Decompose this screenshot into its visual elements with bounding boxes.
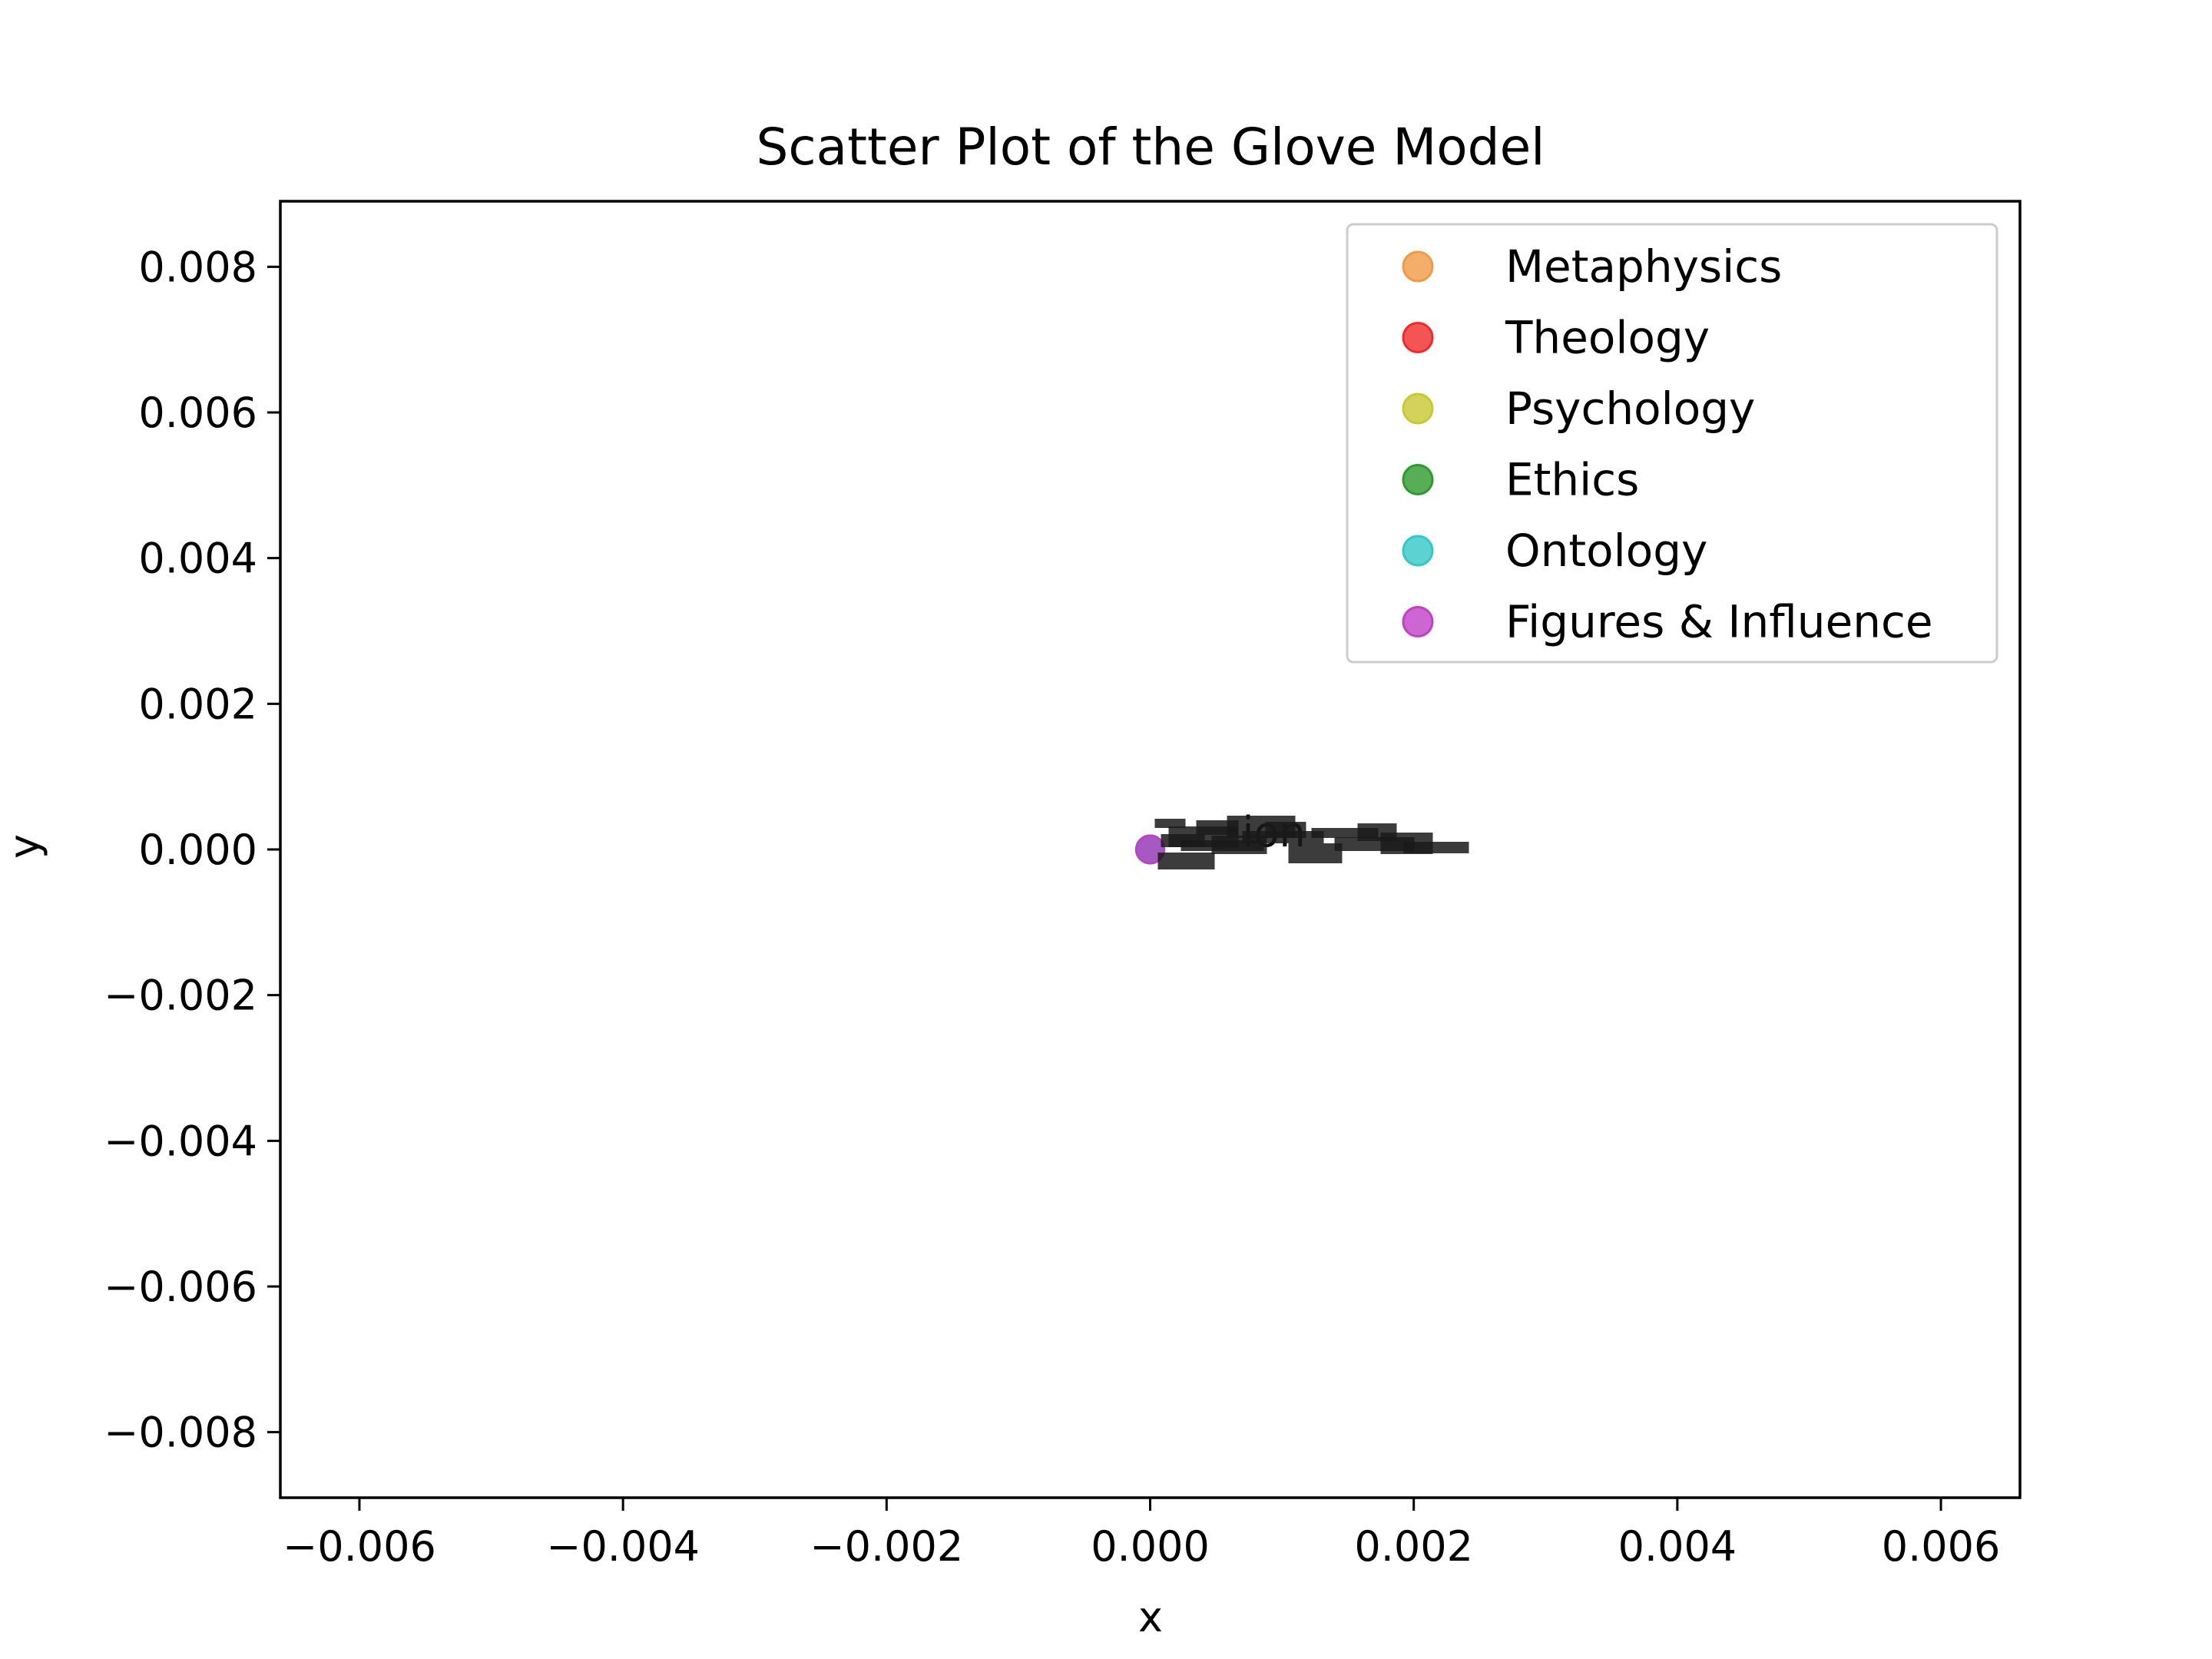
data-point	[1135, 834, 1165, 865]
legend-label: Ethics	[1505, 454, 1639, 506]
label-glyph-cluster	[1403, 842, 1469, 853]
x-tick-label: 0.000	[1091, 1522, 1210, 1571]
legend-marker	[1402, 606, 1434, 637]
legend-marker	[1402, 250, 1434, 283]
label-glyph-cluster	[1288, 843, 1343, 863]
label-glyph-cluster	[1265, 822, 1306, 838]
legend-label: Metaphysics	[1505, 240, 1782, 293]
x-tick-label: 0.004	[1618, 1522, 1737, 1571]
x-tick-label: 0.002	[1354, 1522, 1473, 1571]
legend-label: Figures & Influence	[1505, 596, 1933, 648]
y-tick-label: −0.002	[104, 972, 257, 1020]
y-axis-label: y	[0, 834, 48, 859]
legend-label: Ontology	[1505, 525, 1707, 577]
x-axis: −0.006 −0.004 −0.002 0.000 0.002 0.004 0.006	[283, 1498, 2000, 1571]
chart-title: Scatter Plot of the Glove Model	[756, 118, 1545, 177]
legend-label: Theology	[1505, 312, 1710, 364]
x-axis-label: x	[1138, 1593, 1163, 1641]
legend-marker	[1402, 535, 1434, 567]
legend-box	[1346, 223, 1998, 664]
y-tick-label: −0.006	[104, 1263, 257, 1311]
y-axis: 0.008 0.006 0.004 0.002 0.000 −0.002 −0.004 −0.…	[104, 243, 280, 1457]
legend: Metaphysics Theology Psychology Ethics Ontol…	[1346, 223, 1998, 664]
overlapping-point-labels	[1154, 816, 1469, 869]
legend-marker	[1402, 392, 1434, 425]
y-tick-label: 0.008	[138, 243, 257, 291]
x-tick-label: 0.006	[1882, 1522, 2001, 1571]
x-tick-label: −0.004	[546, 1522, 700, 1571]
label-glyph-cluster	[1154, 819, 1186, 828]
legend-marker	[1402, 322, 1434, 353]
y-tick-label: 0.004	[138, 535, 257, 583]
legend-marker	[1402, 464, 1434, 495]
y-tick-label: 0.000	[138, 826, 257, 874]
legend-label: Psychology	[1505, 382, 1755, 435]
x-tick-label: −0.006	[283, 1522, 436, 1571]
y-tick-label: −0.008	[104, 1409, 257, 1457]
label-glyph-cluster	[1157, 853, 1215, 869]
y-tick-label: −0.004	[104, 1117, 257, 1165]
y-tick-label: 0.006	[138, 389, 257, 437]
y-tick-label: 0.002	[138, 680, 257, 728]
x-tick-label: −0.002	[810, 1522, 963, 1571]
